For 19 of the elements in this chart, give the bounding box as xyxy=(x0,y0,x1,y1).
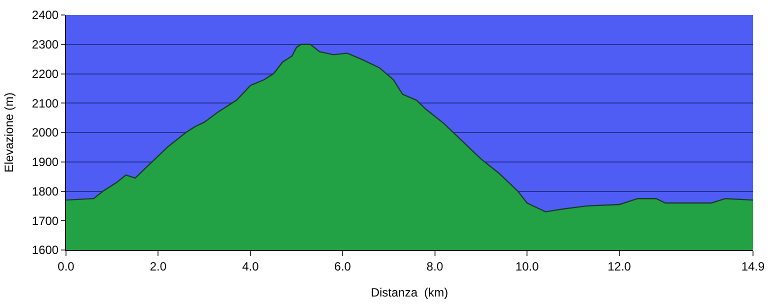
x-tick-label: 4.0 xyxy=(242,259,260,274)
x-tick-label: 0.0 xyxy=(58,259,75,274)
x-tick-label: 12.0 xyxy=(608,259,632,274)
y-tick-label: 2300 xyxy=(32,38,59,52)
x-tick-label: 10.0 xyxy=(515,259,540,274)
y-tick-label: 2400 xyxy=(32,8,59,22)
x-tick-label: 6.0 xyxy=(334,259,352,274)
y-axis-title: Elevazione (m) xyxy=(2,92,16,173)
x-tick-label: 2.0 xyxy=(150,259,167,274)
x-axis-title: Distanza (km) xyxy=(370,285,448,300)
y-tick-label: 2000 xyxy=(32,126,59,140)
y-tick-label: 1700 xyxy=(32,214,59,228)
x-tick-label: 8.0 xyxy=(426,259,444,274)
y-tick-label: 1800 xyxy=(32,184,59,198)
y-tick-label: 2200 xyxy=(32,66,59,81)
y-tick-label: 2100 xyxy=(32,96,59,110)
y-tick-label: 1900 xyxy=(32,155,59,170)
x-tick-label: 14.9 xyxy=(741,259,765,274)
y-tick-label: 1600 xyxy=(32,243,59,258)
